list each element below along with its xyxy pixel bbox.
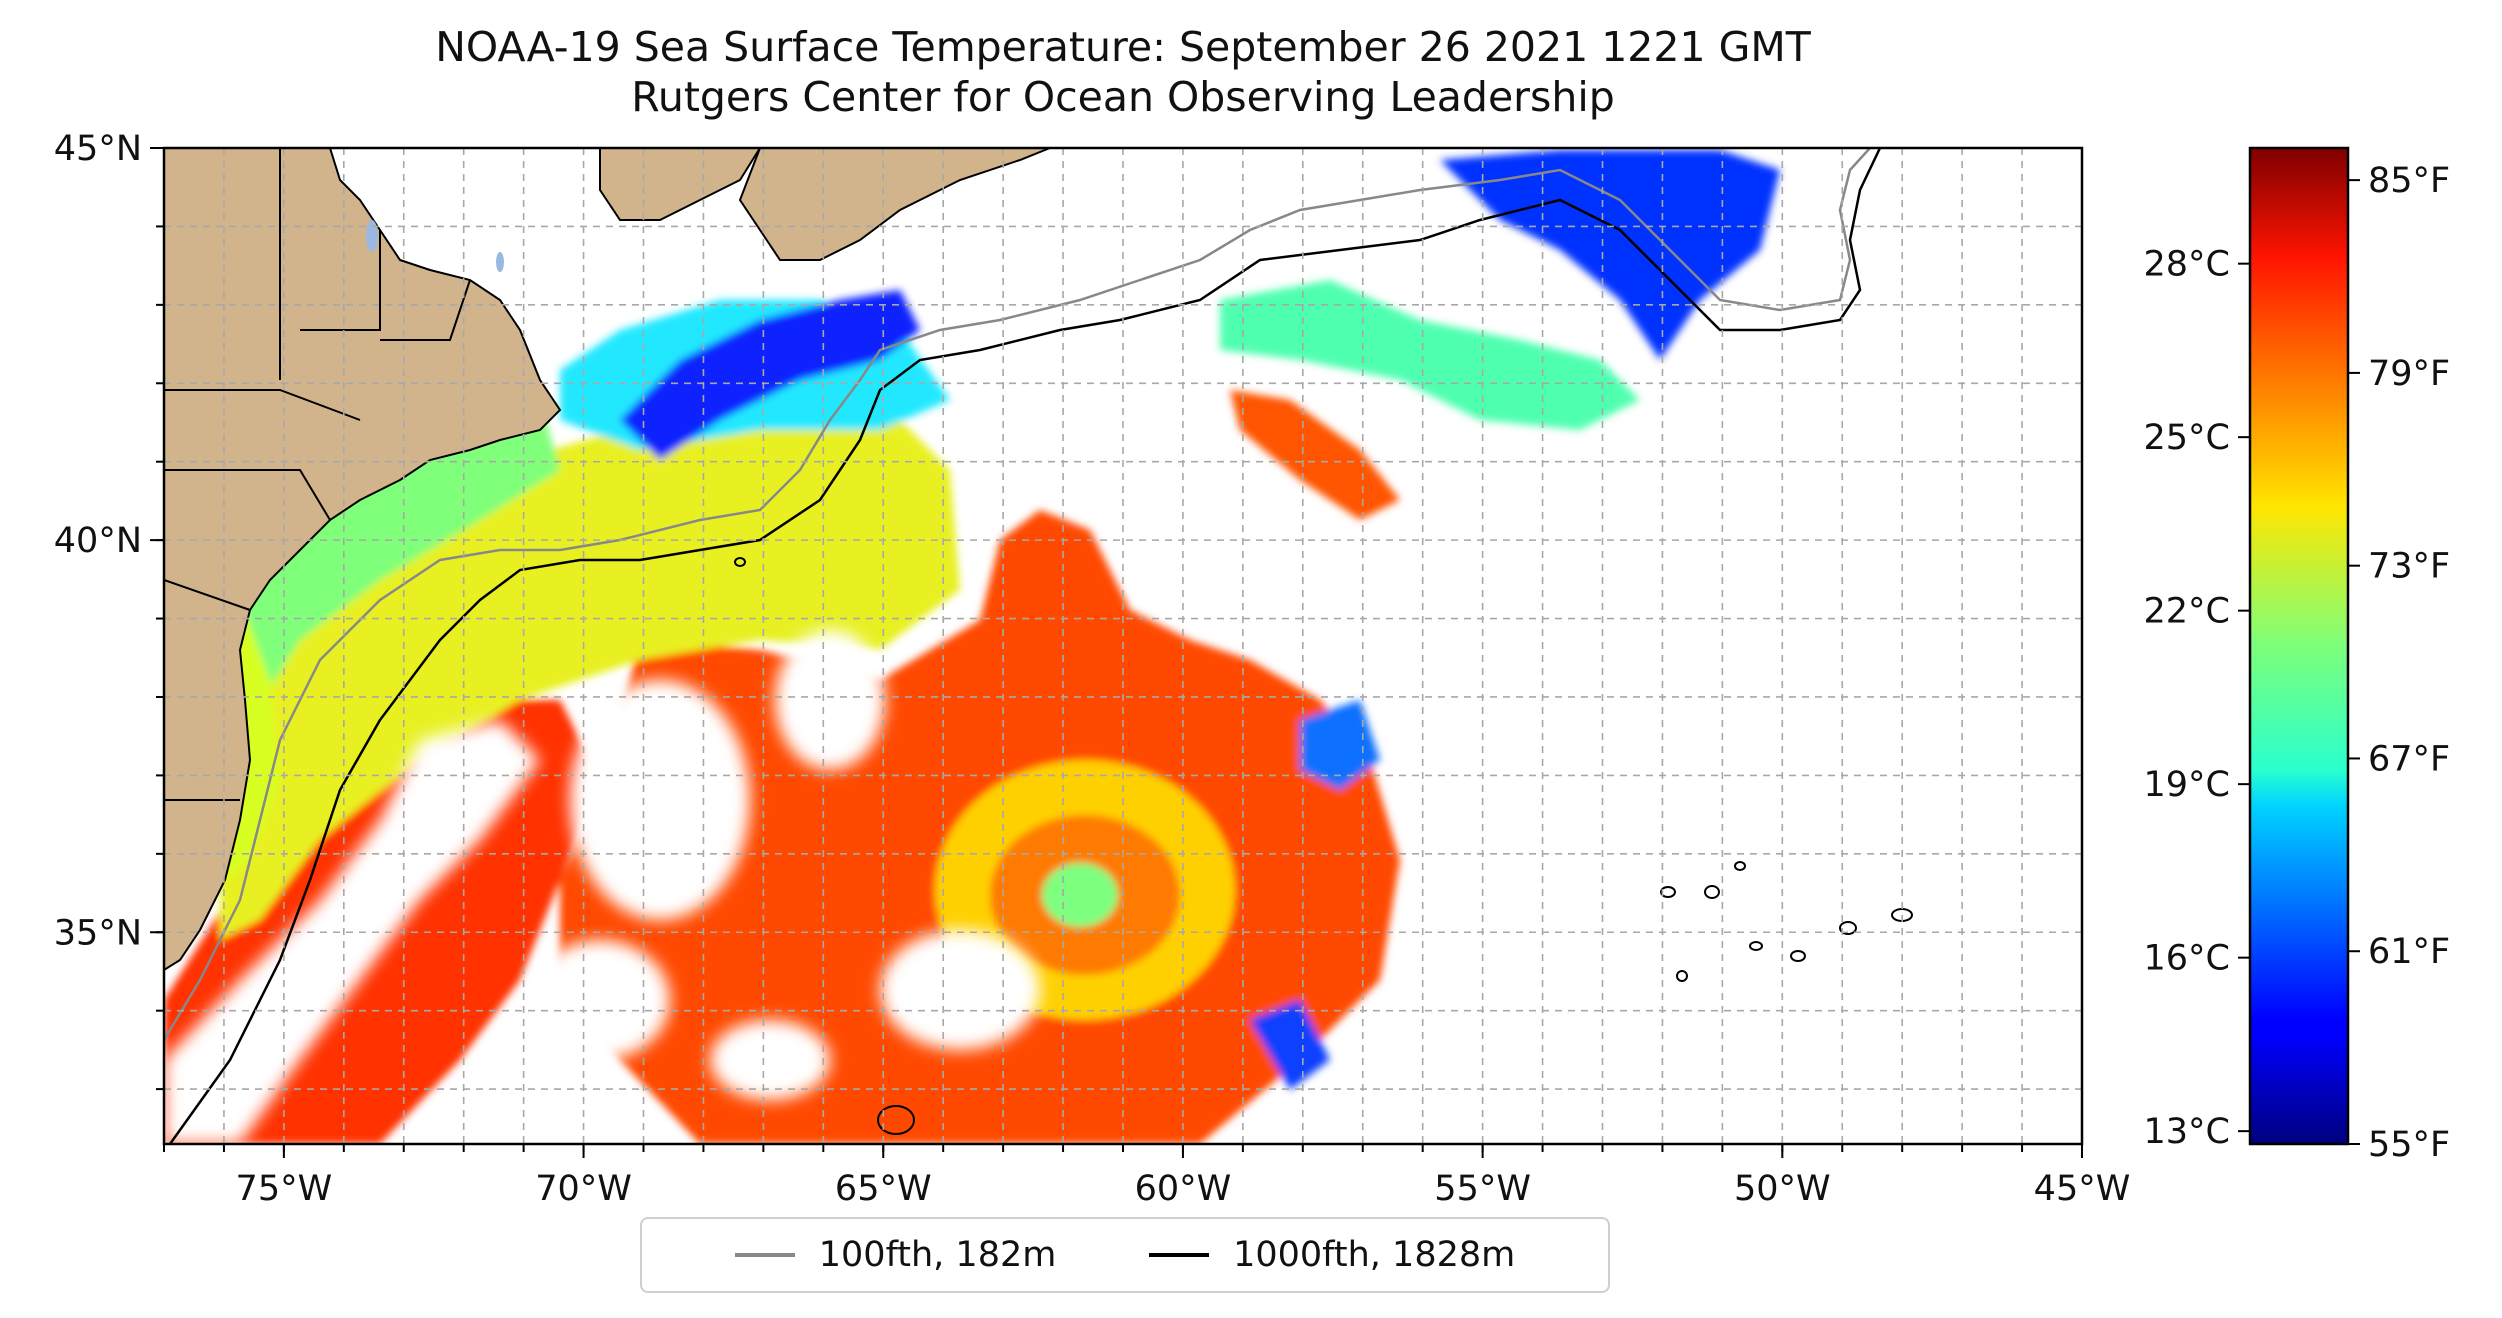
colorbar-label-c: 19°C [2144,765,2230,805]
lat-tick-label: 40°N [54,521,142,561]
colorbar-label-f: 55°F [2368,1125,2450,1165]
seamount-10 [734,557,746,567]
lon-tick-label: 60°W [1135,1169,1232,1209]
sst-eddy-center [1042,863,1118,927]
gridlines [164,148,2082,1144]
lake-1 [366,220,378,252]
legend-item-1000fth: 1000fth, 1828m [1149,1235,1515,1275]
sst-east-patch-blue [1300,700,1380,790]
border-3 [380,279,471,341]
lon-tick-label: 70°W [535,1169,632,1209]
lon-tick-label: 55°W [1434,1169,1531,1209]
seamount-6 [1790,950,1806,962]
axis-labels: 75°W 70°W 65°W 60°W 55°W 50°W 45°W 45°N 40°N 35°N [54,129,2131,1209]
land [164,148,1051,972]
contour-1000fth-line [168,148,1882,1144]
cloud-gap-south [530,940,670,1060]
colorbar-ticks [2238,179,2360,1145]
border-5 [164,469,331,521]
lakes [366,220,504,272]
legend-swatch-100fth [734,1253,795,1257]
seamounts [734,557,1913,1135]
colorbar-label-f: 79°F [2368,354,2450,394]
sst-southeast-blue [1250,1000,1330,1090]
contour-1000fth [168,148,1882,1144]
title-block: NOAA-19 Sea Surface Temperature: Septemb… [164,22,2082,122]
axis-ticks [150,147,2083,1158]
colorbar-label-f: 61°F [2368,932,2450,972]
seamount-7 [1676,970,1688,982]
colorbar-label-f: 73°F [2368,547,2450,587]
land-us-coast [164,148,562,972]
colorbar-label-f: 85°F [2368,161,2450,201]
colorbar-labels: 28°C 25°C 22°C 19°C 16°C 13°C 85°F 79°F 73°F 67°F… [2144,161,2451,1165]
lon-tick-label: 75°W [236,1169,333,1209]
legend-label-100fth: 100fth, 182m [818,1235,1057,1275]
colorbar-label-c: 22°C [2144,592,2230,632]
legend-label-1000fth: 1000fth, 1828m [1233,1235,1516,1275]
map-title: NOAA-19 Sea Surface Temperature: Septemb… [435,23,1811,71]
sst-shelf-water [200,400,560,820]
border-4 [164,389,361,421]
legend: 100fth, 182m 1000fth, 1828m [640,1217,1610,1293]
cloud-gap-gulf [775,630,885,770]
colorbar-label-c: 13°C [2144,1112,2230,1152]
legend-swatch-1000fth [1149,1253,1210,1257]
sst-cold-gulf-of-maine [620,290,920,460]
colorbar [2248,146,2350,1146]
cloud-gap-eddy [880,930,1040,1050]
seamount-4 [1839,921,1857,935]
lon-tick-label: 50°W [1734,1169,1831,1209]
colorbar-label-f: 67°F [2368,739,2450,779]
map-content [164,148,2082,1144]
colorbar-label-c: 25°C [2144,418,2230,458]
border-6 [164,579,251,611]
legend-item-100fth: 100fth, 182m [734,1235,1057,1275]
lon-tick-label: 65°W [835,1169,932,1209]
lake-2 [496,252,504,272]
sst-east-patch-warm [1230,390,1400,520]
sst-northeast-cold [1440,150,1780,360]
seamount-3 [1734,861,1746,871]
border-2 [300,230,381,331]
seamount-9 [877,1105,915,1135]
seamount-1 [1660,886,1676,898]
seamount-2 [1704,885,1720,899]
seamount-8 [1749,941,1763,951]
colorbar-label-c: 28°C [2144,245,2230,285]
land-nova-scotia [599,148,762,221]
lon-tick-label: 45°W [2034,1169,2131,1209]
lat-tick-label: 35°N [54,913,142,953]
contour-100fth-line [164,148,1871,1041]
state-borders [164,148,471,801]
cloud-gap-slope [710,1020,830,1100]
sst-east-patch-cool [1220,280,1640,430]
colorbar-label-c: 16°C [2144,939,2230,979]
map-subtitle: Rutgers Center for Ocean Observing Leade… [631,73,1615,121]
lat-tick-label: 45°N [54,129,142,169]
land-canada-maritimes [738,148,1051,261]
cloud-gap-central [570,680,750,920]
contour-100fth [164,148,1871,1041]
